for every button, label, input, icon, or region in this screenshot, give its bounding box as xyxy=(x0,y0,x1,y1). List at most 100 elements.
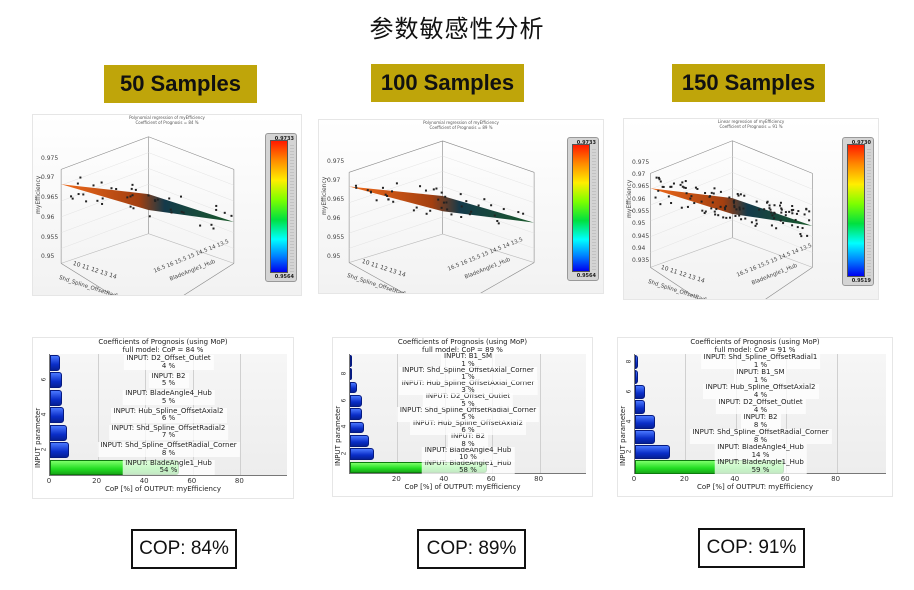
surface-plot-ytick: 0.965 xyxy=(632,183,650,191)
cop-xtick: 80 xyxy=(534,475,544,483)
cop-bar-value: 3 % xyxy=(461,386,475,395)
cop-bar-name: INPUT: B2 xyxy=(743,413,778,421)
surface-plot-ytick: 0.96 xyxy=(327,214,341,222)
cop-bar-label: INPUT: Hub_Spline_OffsetAxial2 6 % xyxy=(110,407,227,423)
cop-bar xyxy=(350,395,362,407)
cop-bar-name: INPUT: Shd_Spline_OffsetRadial2 xyxy=(111,423,226,432)
surface-plot-ytick: 0.955 xyxy=(327,233,345,241)
cop-bar-name: INPUT: D2_Offset_Outlet xyxy=(425,392,511,401)
cop-ytick: 4 xyxy=(40,412,48,417)
cop-bar-name: INPUT: BladeAngle4_Hub xyxy=(717,443,804,451)
cop-bar-value: 8 % xyxy=(753,420,768,429)
cop-bar-name: INPUT: BladeAngle1_Hub xyxy=(424,458,512,467)
surface-plot-ytick: 0.965 xyxy=(327,195,345,203)
surface-plot-title: Polynomial regression of myEfficiency Coe… xyxy=(33,115,301,125)
cop-result-100: COP: 89% xyxy=(417,529,526,569)
surface-plot-ytick: 0.94 xyxy=(632,245,646,253)
surface-plot-ytick: 0.97 xyxy=(327,176,341,184)
cop-chart-title-line2: full model: CoP = 89 % xyxy=(422,345,503,354)
cop-bar-value: 1 % xyxy=(753,360,768,369)
cop-bar-value: 10 % xyxy=(459,453,477,461)
cop-result-50: COP: 84% xyxy=(131,529,237,569)
cop-bar xyxy=(350,408,362,421)
cop-bar-name: INPUT: BladeAngle1_Hub xyxy=(717,458,804,466)
grid-line xyxy=(836,354,838,473)
cop-xtick: 40 xyxy=(439,475,449,483)
cop-bar-label: INPUT: Hub_Spline_OffsetAxial_Corner 3 % xyxy=(398,378,538,395)
cop-chart-150: Coefficients of Prognosis (using MoP) ful… xyxy=(617,337,893,497)
colorbar-max: 0.9733 xyxy=(576,140,596,147)
colorbar: 0.9730 0.9519 xyxy=(842,137,874,287)
cop-bar-value: 6 % xyxy=(161,414,176,422)
cop-bar-label: INPUT: Shd_Spline_OffsetRadial_Corner 5 % xyxy=(396,406,540,422)
sample-label-50: 50 Samples xyxy=(104,65,257,103)
cop-bar-label: INPUT: Hub_Spline_OffsetAxial2 4 % xyxy=(702,383,819,399)
cop-bar-label: INPUT: Shd_Spline_OffsetRadial_Corner 8 % xyxy=(97,441,240,458)
cop-bar xyxy=(635,355,638,369)
cop-bar xyxy=(350,381,358,394)
cop-xtick: 20 xyxy=(391,475,401,483)
surface-plot-canvas xyxy=(348,140,535,293)
cop-bar-name: INPUT: B1_SM xyxy=(736,368,785,376)
cop-bar xyxy=(50,424,67,441)
surface-plot-ytick: 0.95 xyxy=(632,220,646,228)
cop-bar-value: 8 % xyxy=(161,448,176,457)
cop-bar-value: 1 % xyxy=(461,359,475,368)
cop-bar-value: 1 % xyxy=(461,373,475,381)
cop-bar xyxy=(350,355,353,367)
cop-xtick: 80 xyxy=(831,475,841,483)
surface-plot-title-line1: Polynomial regression of myEfficiency xyxy=(423,120,499,125)
cop-bar-name: INPUT: Hub_Spline_OffsetAxial2 xyxy=(413,418,523,427)
cop-xtick: 80 xyxy=(234,477,244,485)
cop-bar xyxy=(635,430,656,444)
cop-bar-value: 14 % xyxy=(751,450,770,459)
cop-bar xyxy=(50,442,70,459)
surface-plot-ytick: 0.975 xyxy=(327,157,345,165)
cop-bar-label: INPUT: Hub_Spline_OffsetAxial2 6 % xyxy=(410,418,526,435)
cop-plot-area: INPUT: BladeAngle1_Hub 59 % INPUT: BladeAn… xyxy=(634,353,886,474)
cop-bar xyxy=(635,370,638,384)
cop-ylabel: INPUT parameter xyxy=(34,407,42,468)
cop-bar-value: 1 % xyxy=(753,375,768,384)
cop-chart-title-line1: Coefficients of Prognosis (using MoP) xyxy=(98,338,228,346)
colorbar-gradient xyxy=(270,140,288,274)
cop-bar xyxy=(635,445,671,459)
cop-bar-label: INPUT: B2 8 % xyxy=(448,433,488,449)
surface-plot-title-line1: Polynomial regression of myEfficiency xyxy=(129,115,205,120)
cop-xtick: 0 xyxy=(631,475,637,483)
sample-label-150: 150 Samples xyxy=(672,64,825,102)
cop-ytick: 2 xyxy=(40,447,48,452)
cop-bar-label: INPUT: Shd_Spline_OffsetRadial_Corner 8 % xyxy=(689,428,832,444)
cop-bar-name: INPUT: Hub_Spline_OffsetAxial_Corner xyxy=(401,378,535,387)
cop-plot-area: INPUT: BladeAngle1_Hub 54 % INPUT: Shd_Spl… xyxy=(49,354,287,476)
cop-bar-value: 54 % xyxy=(159,466,178,475)
cop-bar-name: INPUT: Shd_Spline_OffsetRadial_Corner xyxy=(100,441,237,450)
cop-ytick: 6 xyxy=(40,377,48,382)
cop-bar xyxy=(350,368,353,381)
colorbar: 0.9733 0.9564 xyxy=(265,133,297,283)
surface-plot-ylabel: myEfficiency xyxy=(626,179,633,218)
cop-bar-value: 6 % xyxy=(461,426,475,435)
colorbar-ticks xyxy=(592,147,596,271)
colorbar-ticks xyxy=(867,147,871,277)
surface-plot-ytick: 0.95 xyxy=(327,252,341,260)
cop-ytick: 2 xyxy=(340,451,348,456)
surface-plot-ytick: 0.965 xyxy=(41,194,59,202)
cop-ytick: 2 xyxy=(625,449,633,453)
surface-plot-ytick: 0.955 xyxy=(632,207,650,215)
surface-plot-ytick: 0.96 xyxy=(41,213,55,221)
surface-plot-ylabel: myEfficiency xyxy=(321,176,328,216)
grid-line xyxy=(539,354,541,473)
cop-xtick: 40 xyxy=(139,477,149,485)
cop-bar-value: 8 % xyxy=(753,435,768,444)
surface-plot-title-line1: Linear regression of myEfficiency xyxy=(717,119,785,124)
cop-bar-label: INPUT: BladeAngle1_Hub 58 % xyxy=(421,458,515,475)
cop-bar-label: INPUT: BladeAngle1_Hub 59 % xyxy=(714,458,807,474)
cop-bar-name: INPUT: BladeAngle4_Hub xyxy=(424,445,512,454)
cop-chart-title: Coefficients of Prognosis (using MoP) ful… xyxy=(333,338,592,354)
slide-title: 参数敏感性分析 xyxy=(369,15,545,43)
surface-plot-ytick: 0.97 xyxy=(632,170,646,178)
cop-bar-value: 4 % xyxy=(753,390,768,399)
colorbar-max: 0.9733 xyxy=(274,136,294,142)
cop-xtick: 0 xyxy=(46,477,52,485)
